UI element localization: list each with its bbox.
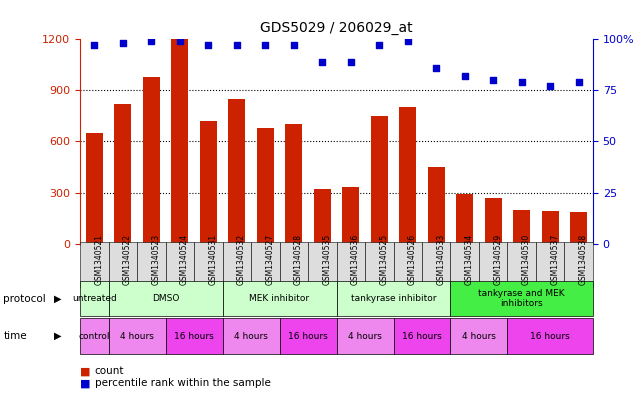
Text: GSM1340531: GSM1340531: [208, 234, 217, 285]
Text: GSM1340526: GSM1340526: [408, 234, 417, 285]
Point: [431, 65, 442, 71]
Bar: [428, 167, 445, 244]
Bar: [143, 77, 160, 244]
Text: control: control: [79, 332, 110, 340]
Text: 16 hours: 16 hours: [174, 332, 214, 340]
Text: GSM1340524: GSM1340524: [180, 234, 189, 285]
Bar: [513, 209, 530, 244]
Text: percentile rank within the sample: percentile rank within the sample: [95, 378, 271, 388]
Text: tankyrase and MEK
inhibitors: tankyrase and MEK inhibitors: [478, 289, 565, 309]
Text: ▶: ▶: [54, 331, 62, 341]
Text: ■: ■: [80, 366, 90, 376]
Point: [488, 77, 498, 83]
Text: GSM1340535: GSM1340535: [322, 234, 331, 285]
Text: protocol: protocol: [3, 294, 46, 304]
Point: [118, 40, 128, 46]
Text: GSM1340528: GSM1340528: [294, 234, 303, 285]
Bar: [171, 39, 188, 244]
Point: [175, 38, 185, 44]
Point: [146, 38, 156, 44]
Text: GSM1340522: GSM1340522: [123, 234, 132, 285]
Text: ■: ■: [80, 378, 90, 388]
Text: 4 hours: 4 hours: [348, 332, 382, 340]
Point: [574, 79, 584, 85]
Text: 16 hours: 16 hours: [530, 332, 570, 340]
Text: 4 hours: 4 hours: [120, 332, 154, 340]
Bar: [285, 125, 303, 244]
Point: [545, 83, 555, 90]
Bar: [86, 133, 103, 244]
Bar: [313, 189, 331, 244]
Text: GSM1340534: GSM1340534: [465, 234, 474, 285]
Text: GSM1340525: GSM1340525: [379, 234, 388, 285]
Text: GSM1340533: GSM1340533: [437, 234, 445, 285]
Point: [345, 59, 356, 65]
Point: [317, 59, 328, 65]
Text: GSM1340523: GSM1340523: [151, 234, 160, 285]
Point: [260, 42, 271, 49]
Point: [89, 42, 99, 49]
Text: 16 hours: 16 hours: [288, 332, 328, 340]
Point: [231, 42, 242, 49]
Text: 4 hours: 4 hours: [234, 332, 268, 340]
Bar: [485, 198, 502, 244]
Text: GSM1340532: GSM1340532: [237, 234, 246, 285]
Bar: [228, 99, 246, 244]
Text: ▶: ▶: [54, 294, 62, 304]
Text: GSM1340527: GSM1340527: [265, 234, 274, 285]
Text: GSM1340529: GSM1340529: [493, 234, 502, 285]
Point: [203, 42, 213, 49]
Text: GSM1340530: GSM1340530: [522, 234, 531, 285]
Text: tankyrase inhibitor: tankyrase inhibitor: [351, 294, 437, 303]
Bar: [370, 116, 388, 244]
Bar: [399, 107, 416, 244]
Bar: [456, 194, 473, 244]
Bar: [342, 187, 360, 244]
Point: [403, 38, 413, 44]
Point: [517, 79, 527, 85]
Point: [288, 42, 299, 49]
Bar: [542, 211, 559, 244]
Text: 16 hours: 16 hours: [402, 332, 442, 340]
Text: DMSO: DMSO: [152, 294, 179, 303]
Title: GDS5029 / 206029_at: GDS5029 / 206029_at: [260, 22, 413, 35]
Text: GSM1340521: GSM1340521: [94, 234, 103, 285]
Bar: [257, 128, 274, 244]
Bar: [114, 104, 131, 244]
Text: untreated: untreated: [72, 294, 117, 303]
Text: time: time: [3, 331, 27, 341]
Text: GSM1340538: GSM1340538: [579, 234, 588, 285]
Point: [374, 42, 385, 49]
Text: MEK inhibitor: MEK inhibitor: [249, 294, 310, 303]
Text: GSM1340536: GSM1340536: [351, 234, 360, 285]
Text: GSM1340537: GSM1340537: [550, 234, 559, 285]
Text: 4 hours: 4 hours: [462, 332, 496, 340]
Bar: [200, 121, 217, 244]
Text: count: count: [95, 366, 124, 376]
Bar: [570, 212, 587, 244]
Point: [460, 73, 470, 79]
